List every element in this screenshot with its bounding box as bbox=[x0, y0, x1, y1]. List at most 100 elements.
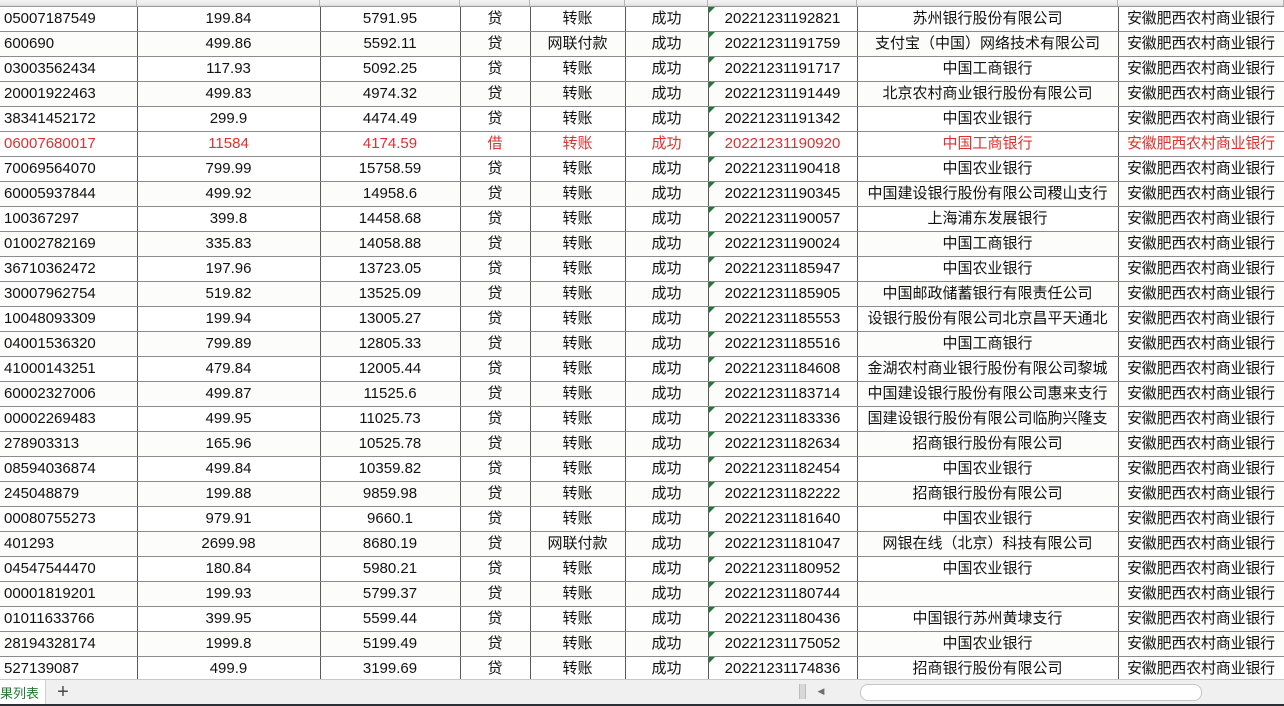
cell-amount[interactable]: 199.84 bbox=[137, 7, 321, 32]
cell-account[interactable]: 100367297 bbox=[0, 206, 138, 232]
cell-dc[interactable]: 贷 bbox=[460, 181, 531, 207]
cell-type[interactable]: 转账 bbox=[530, 131, 626, 157]
cell-owner[interactable]: 安徽肥西农村商业银行 bbox=[1118, 506, 1284, 532]
column-header-account[interactable] bbox=[0, 0, 137, 6]
cell-type[interactable]: 转账 bbox=[530, 106, 626, 132]
cell-balance[interactable]: 10525.78 bbox=[320, 431, 461, 457]
table-row[interactable]: 08594036874 499.84 10359.82 贷转账 成功 2022123118… bbox=[0, 456, 1284, 482]
cell-type[interactable]: 转账 bbox=[530, 356, 626, 382]
cell-time[interactable]: 20221231190920 bbox=[708, 131, 858, 157]
cell-amount[interactable]: 499.95 bbox=[137, 406, 321, 432]
cell-time[interactable]: 20221231183714 bbox=[708, 381, 858, 407]
cell-type[interactable]: 转账 bbox=[530, 56, 626, 82]
cell-type[interactable]: 转账 bbox=[530, 256, 626, 282]
cell-balance[interactable]: 5092.25 bbox=[320, 56, 461, 82]
cell-status[interactable]: 成功 bbox=[625, 606, 709, 632]
cell-amount[interactable]: 479.84 bbox=[137, 356, 321, 382]
cell-balance[interactable]: 15758.59 bbox=[320, 156, 461, 182]
cell-account[interactable]: 04001536320 bbox=[0, 331, 138, 357]
cell-dc[interactable]: 贷 bbox=[460, 556, 531, 582]
cell-balance[interactable]: 5199.49 bbox=[320, 631, 461, 657]
cell-amount[interactable]: 799.99 bbox=[137, 156, 321, 182]
cell-opposite[interactable]: 上海浦东发展银行 bbox=[857, 206, 1119, 232]
cell-dc[interactable]: 贷 bbox=[460, 7, 531, 32]
cell-account[interactable]: 20001922463 bbox=[0, 81, 138, 107]
cell-account[interactable]: 01002782169 bbox=[0, 231, 138, 257]
cell-time[interactable]: 20221231185905 bbox=[708, 281, 858, 307]
cell-dc[interactable]: 贷 bbox=[460, 331, 531, 357]
cell-balance[interactable]: 12005.44 bbox=[320, 356, 461, 382]
cell-time[interactable]: 20221231191759 bbox=[708, 31, 858, 57]
cell-account[interactable]: 41000143251 bbox=[0, 356, 138, 382]
cell-status[interactable]: 成功 bbox=[625, 406, 709, 432]
cell-account[interactable]: 527139087 bbox=[0, 656, 138, 679]
cell-amount[interactable]: 1999.8 bbox=[137, 631, 321, 657]
cell-time[interactable]: 20221231190418 bbox=[708, 156, 858, 182]
table-row[interactable]: 38341452172 299.9 4474.49 贷转账 成功 202212311913… bbox=[0, 106, 1284, 132]
table-row[interactable]: 04547544470 180.84 5980.21 贷转账 成功 20221231180… bbox=[0, 556, 1284, 582]
cell-opposite[interactable]: 中国邮政储蓄银行有限责任公司 bbox=[857, 281, 1119, 307]
cell-owner[interactable]: 安徽肥西农村商业银行 bbox=[1118, 656, 1284, 679]
cell-amount[interactable]: 199.88 bbox=[137, 481, 321, 507]
cell-dc[interactable]: 贷 bbox=[460, 56, 531, 82]
cell-status[interactable]: 成功 bbox=[625, 656, 709, 679]
cell-owner[interactable]: 安徽肥西农村商业银行 bbox=[1118, 31, 1284, 57]
cell-amount[interactable]: 197.96 bbox=[137, 256, 321, 282]
cell-owner[interactable]: 安徽肥西农村商业银行 bbox=[1118, 206, 1284, 232]
cell-type[interactable]: 转账 bbox=[530, 281, 626, 307]
cell-account[interactable]: 60005937844 bbox=[0, 181, 138, 207]
cell-amount[interactable]: 11584 bbox=[137, 131, 321, 157]
scrollbar-thumb[interactable] bbox=[860, 684, 1202, 701]
cell-account[interactable]: 401293 bbox=[0, 531, 138, 557]
cell-opposite[interactable]: 中国建设银行股份有限公司惠来支行 bbox=[857, 381, 1119, 407]
cell-account[interactable]: 28194328174 bbox=[0, 631, 138, 657]
cell-balance[interactable]: 5592.11 bbox=[320, 31, 461, 57]
cell-balance[interactable]: 5791.95 bbox=[320, 7, 461, 32]
cell-dc[interactable]: 贷 bbox=[460, 531, 531, 557]
cell-time[interactable]: 20221231184608 bbox=[708, 356, 858, 382]
table-row[interactable]: 600690 499.86 5592.11 贷网联付款 成功 20221231191759… bbox=[0, 31, 1284, 57]
cell-amount[interactable]: 399.8 bbox=[137, 206, 321, 232]
column-header-balance[interactable] bbox=[320, 0, 460, 6]
cell-dc[interactable]: 贷 bbox=[460, 156, 531, 182]
cell-time[interactable]: 20221231185947 bbox=[708, 256, 858, 282]
cell-type[interactable]: 转账 bbox=[530, 606, 626, 632]
column-header-opposite[interactable] bbox=[857, 0, 1118, 6]
cell-status[interactable]: 成功 bbox=[625, 31, 709, 57]
cell-status[interactable]: 成功 bbox=[625, 331, 709, 357]
cell-owner[interactable]: 安徽肥西农村商业银行 bbox=[1118, 81, 1284, 107]
cell-balance[interactable]: 11025.73 bbox=[320, 406, 461, 432]
cell-dc[interactable]: 贷 bbox=[460, 281, 531, 307]
cell-account[interactable]: 04547544470 bbox=[0, 556, 138, 582]
cell-status[interactable]: 成功 bbox=[625, 381, 709, 407]
cell-status[interactable]: 成功 bbox=[625, 631, 709, 657]
cell-status[interactable]: 成功 bbox=[625, 431, 709, 457]
cell-account[interactable]: 38341452172 bbox=[0, 106, 138, 132]
cell-balance[interactable]: 13005.27 bbox=[320, 306, 461, 332]
cell-amount[interactable]: 299.9 bbox=[137, 106, 321, 132]
cell-owner[interactable]: 安徽肥西农村商业银行 bbox=[1118, 56, 1284, 82]
cell-status[interactable]: 成功 bbox=[625, 456, 709, 482]
cell-dc[interactable]: 贷 bbox=[460, 581, 531, 607]
cell-owner[interactable]: 安徽肥西农村商业银行 bbox=[1118, 156, 1284, 182]
table-row[interactable]: 10048093309 199.94 13005.27 贷转账 成功 2022123118… bbox=[0, 306, 1284, 332]
cell-account[interactable]: 278903313 bbox=[0, 431, 138, 457]
cell-dc[interactable]: 贷 bbox=[460, 356, 531, 382]
cell-account[interactable]: 70069564070 bbox=[0, 156, 138, 182]
scroll-left-arrow-icon[interactable]: ◀ bbox=[810, 683, 832, 700]
cell-owner[interactable]: 安徽肥西农村商业银行 bbox=[1118, 231, 1284, 257]
column-header-time[interactable] bbox=[708, 0, 857, 6]
table-row[interactable]: 28194328174 1999.8 5199.49 贷转账 成功 20221231175… bbox=[0, 631, 1284, 657]
cell-amount[interactable]: 499.83 bbox=[137, 81, 321, 107]
cell-owner[interactable]: 安徽肥西农村商业银行 bbox=[1118, 481, 1284, 507]
cell-dc[interactable]: 贷 bbox=[460, 656, 531, 679]
cell-balance[interactable]: 14058.88 bbox=[320, 231, 461, 257]
cell-account[interactable]: 00002269483 bbox=[0, 406, 138, 432]
cell-opposite[interactable]: 网银在线（北京）科技有限公司 bbox=[857, 531, 1119, 557]
cell-amount[interactable]: 199.93 bbox=[137, 581, 321, 607]
table-row[interactable]: 00002269483 499.95 11025.73 贷转账 成功 2022123118… bbox=[0, 406, 1284, 432]
table-row[interactable]: 30007962754 519.82 13525.09 贷转账 成功 2022123118… bbox=[0, 281, 1284, 307]
cell-time[interactable]: 20221231182634 bbox=[708, 431, 858, 457]
cell-type[interactable]: 转账 bbox=[530, 406, 626, 432]
cell-account[interactable]: 245048879 bbox=[0, 481, 138, 507]
